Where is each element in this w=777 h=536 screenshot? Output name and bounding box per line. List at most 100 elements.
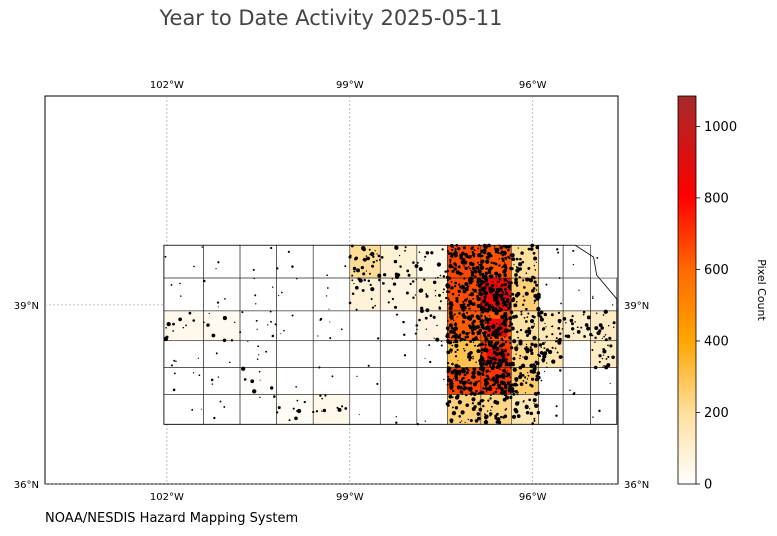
fire-point [586,326,591,331]
fire-point [520,363,526,368]
fire-point [569,389,571,391]
fire-point [511,297,516,301]
fire-point [224,298,226,300]
fire-point [483,250,487,254]
fire-point [501,357,506,362]
fire-point [509,395,513,400]
fire-point [192,319,196,322]
county-cell [538,244,564,279]
fire-point [470,269,472,272]
county-cell [590,340,618,368]
fire-point [527,266,531,270]
fire-point [497,383,500,387]
fire-point [182,326,185,329]
fire-point [392,282,397,286]
fire-point [530,342,534,346]
fire-point [519,372,522,375]
fire-point [493,400,498,404]
fire-point [219,400,222,403]
fire-point [336,406,339,409]
fire-point [508,305,512,309]
fire-point [287,250,290,253]
fire-point [459,381,462,385]
fire-point [519,354,522,357]
fire-point [471,266,476,271]
fire-point [535,289,538,291]
fire-point [465,371,469,375]
county-cell [276,340,314,368]
fire-point [461,284,464,287]
fire-point [425,293,428,296]
fire-point [530,325,534,329]
fire-point [434,277,437,279]
fire-point [473,288,477,293]
fire-point [448,336,450,338]
fire-point [457,289,461,293]
fire-point [607,324,610,327]
fire-point [476,280,480,284]
fire-point [526,378,529,380]
fire-point [487,356,491,359]
fire-point [507,255,510,259]
fire-point [432,315,436,319]
fire-point [450,319,452,321]
fire-point [504,297,506,299]
fire-point [481,373,485,376]
fire-point [498,278,501,281]
fire-point [512,361,515,365]
fire-point [270,320,272,323]
fire-point [545,335,548,338]
fire-point [463,349,466,352]
fire-point [274,323,277,326]
fire-point [531,314,535,318]
fire-point [377,254,381,258]
fire-point [482,371,485,374]
fire-point [488,266,493,271]
fire-point [527,372,529,374]
fire-point [482,326,486,330]
fire-point [206,323,210,327]
fire-point [536,410,541,415]
fire-point [303,400,306,404]
fire-point [542,354,547,359]
fire-point [464,421,466,423]
fire-point [520,251,524,255]
fire-point [468,299,473,304]
fire-point [453,284,457,288]
fire-point [529,411,534,416]
county-cell [312,340,351,368]
fire-point [419,309,424,313]
fire-point [570,322,574,326]
fire-point [524,291,529,296]
fire-point [495,376,499,380]
fire-point [464,266,468,271]
fire-point [492,261,496,265]
fire-point [508,316,513,321]
fire-point [491,356,495,361]
fire-point [461,251,465,256]
fire-point [477,372,481,376]
fire-point [442,291,444,294]
fire-point [504,256,508,260]
fire-point [509,320,512,324]
fire-point [517,391,519,393]
fire-point [474,419,479,423]
fire-point [466,380,469,382]
fire-point [537,308,540,311]
fire-point [484,343,487,346]
fire-point [477,338,479,341]
fire-point [475,266,478,268]
fire-point [451,344,454,347]
fire-point [598,323,603,328]
fire-point [485,390,488,393]
fire-point [592,295,594,297]
fire-point [527,312,530,315]
county-cell [163,244,204,279]
fire-point [506,319,509,321]
fire-point [217,261,220,264]
fire-point [484,322,487,324]
fire-point [503,336,506,338]
fire-point [449,348,453,352]
fire-point [215,352,218,355]
fire-point [560,302,562,305]
